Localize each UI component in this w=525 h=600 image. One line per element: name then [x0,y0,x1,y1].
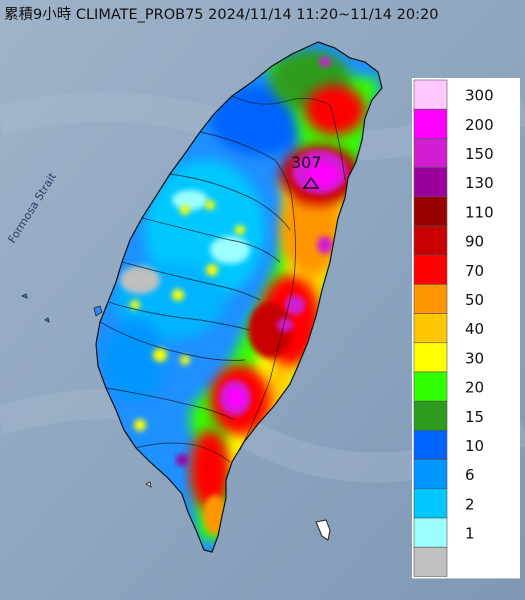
legend-label: 200 [465,116,494,134]
county-borders [99,95,346,463]
legend-swatch [413,488,448,519]
legend-label: 130 [465,174,494,192]
max-triangle [302,176,320,189]
legend-label: 40 [465,320,484,338]
legend-label: 90 [465,233,484,251]
legend-label: 70 [465,262,484,280]
legend-swatch [413,371,448,402]
legend-swatch [413,546,448,577]
map-title: 累積9小時 CLIMATE_PROB75 2024/11/14 11:20~11… [4,6,438,23]
legend: 300 200 150 130 110 90 70 50 40 30 20 15 10 6 2 1 [412,78,520,579]
legend-swatch [413,459,448,490]
legend-swatch [413,400,448,431]
legend-swatch [413,313,448,344]
legend-swatch [413,138,448,168]
legend-label: 30 [465,349,484,367]
legend-label: 2 [465,495,475,513]
legend-swatch [413,254,448,285]
legend-label: 300 [465,87,494,105]
legend-label: 1 [465,525,475,543]
legend-swatch [413,430,448,460]
legend-label: 50 [465,291,484,309]
legend-label: 110 [465,203,494,221]
legend-swatch [413,108,448,139]
legend-swatch [413,517,448,548]
legend-label: 6 [465,466,475,484]
legend-swatch [413,225,448,256]
legend-swatch [413,196,448,227]
penghu-islands [21,293,103,323]
legend-label: 150 [465,145,494,163]
legend-swatch [413,342,448,373]
island-outline [95,41,383,553]
green-island [315,519,331,541]
max-value-label: 307 [291,153,322,172]
legend-label: 15 [465,408,484,426]
legend-label: 20 [465,379,484,397]
legend-label: 10 [465,437,484,455]
islet-southwest [145,481,152,488]
legend-swatch [413,79,448,110]
legend-swatch [413,284,448,314]
max-rainfall-marker: 307 [291,153,322,189]
legend-swatch [413,167,448,198]
